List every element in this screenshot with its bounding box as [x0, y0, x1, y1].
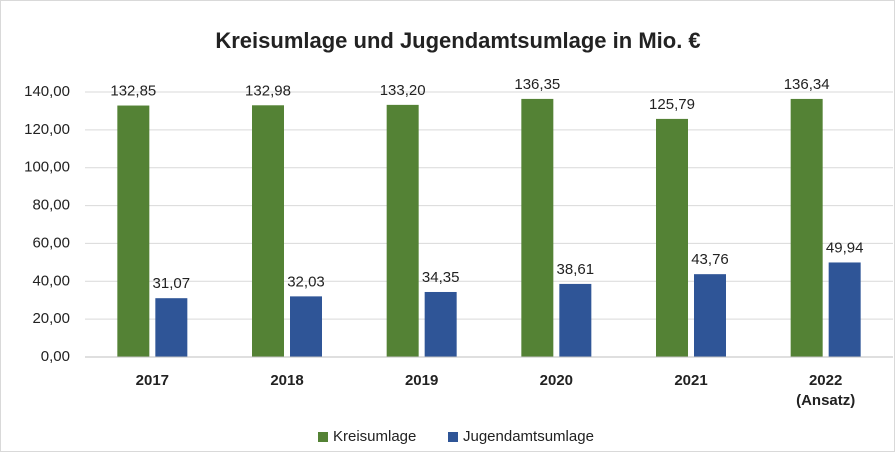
data-label: 125,79 — [649, 96, 695, 113]
x-tick-label: 2022 (Ansatz) — [796, 372, 855, 409]
data-label: 136,34 — [784, 76, 830, 93]
legend-swatch — [448, 432, 458, 442]
bar — [656, 118, 688, 358]
x-tick-label: 2017 — [136, 372, 169, 389]
bar — [290, 296, 322, 357]
bar — [252, 105, 284, 357]
x-tick-label: 2019 — [405, 372, 438, 389]
y-tick-label: 60,00 — [32, 234, 70, 251]
y-tick-label: 0,00 — [41, 348, 70, 365]
bar — [694, 274, 726, 357]
data-label: 34,35 — [422, 269, 460, 286]
y-tick-label: 20,00 — [32, 310, 70, 327]
bar — [155, 298, 188, 357]
bar — [386, 104, 419, 357]
x-tick-label: 2020 — [540, 372, 573, 389]
y-tick-label: 100,00 — [24, 159, 70, 176]
bar — [521, 98, 554, 357]
y-tick-label: 140,00 — [24, 83, 70, 100]
legend-swatch — [318, 432, 328, 442]
data-label: 136,35 — [514, 76, 560, 93]
x-tick-label: 2021 — [674, 372, 707, 389]
bar — [790, 98, 823, 357]
y-tick-label: 40,00 — [32, 272, 70, 289]
bar — [424, 291, 457, 357]
data-label: 31,07 — [153, 275, 191, 292]
data-label: 49,94 — [826, 239, 864, 256]
y-tick-label: 80,00 — [32, 197, 70, 214]
data-label: 132,98 — [245, 82, 291, 99]
y-tick-label: 120,00 — [24, 121, 70, 138]
data-label: 38,61 — [557, 261, 595, 278]
x-tick-label: 2018 — [270, 372, 303, 389]
bar — [828, 262, 861, 357]
data-label: 43,76 — [691, 251, 729, 268]
chart-title: Kreisumlage und Jugendamtsumlage in Mio.… — [215, 28, 700, 53]
bar — [559, 283, 592, 357]
data-label: 133,20 — [380, 82, 426, 99]
bar — [117, 105, 150, 357]
legend-label: Jugendamtsumlage — [463, 428, 594, 445]
legend-label: Kreisumlage — [333, 428, 416, 445]
data-label: 32,03 — [287, 273, 325, 290]
data-label: 132,85 — [110, 83, 156, 100]
